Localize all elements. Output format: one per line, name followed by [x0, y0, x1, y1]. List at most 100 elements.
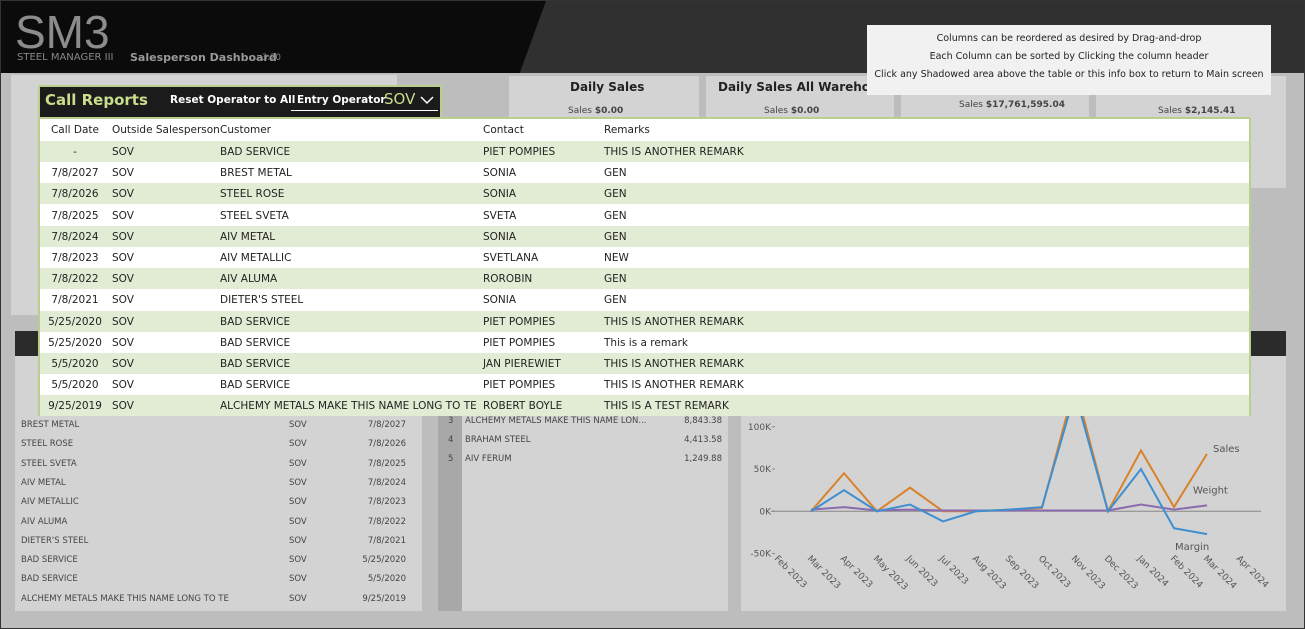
list-salesperson: SOV — [289, 574, 307, 585]
header-row[interactable]: Call Date Outside Salesperson Customer Cont… — [40, 119, 1249, 141]
x-tick-label: Aug 2023 — [970, 554, 1008, 592]
table-cell: SONIA — [483, 167, 517, 180]
table-cell: SOV — [112, 358, 134, 370]
card-title: Daily Sales All Warehouses — [718, 80, 902, 94]
table-cell: JAN PIEREWIET — [483, 358, 561, 370]
value: $0.00 — [790, 106, 820, 116]
logo: SM3 — [15, 6, 110, 58]
table-cell: GEN — [604, 230, 627, 243]
card-label: Sales $2,145.41 — [1158, 106, 1236, 116]
x-tick-label: Feb 2023 — [772, 554, 809, 591]
x-tick-label: Apr 2023 — [838, 554, 874, 590]
card-title: Daily Sales — [570, 80, 645, 94]
x-tick-label: Apr 2024 — [1234, 554, 1270, 590]
call-reports-table: Call Date Outside Salesperson Customer Cont… — [38, 117, 1251, 417]
table-row: - SOV BAD SERVICE PIET POMPIES THIS IS ANOTH… — [40, 141, 1249, 162]
y-tick-label: 100K — [748, 423, 772, 433]
value: $0.00 — [594, 106, 624, 116]
list-date: 7/8/2027 — [367, 420, 406, 430]
dropdown-underline — [291, 110, 438, 111]
table-cell: SVETLANA — [483, 252, 539, 264]
table-row: 9/25/2019 SOV ALCHEMY METALS MAKE THIS NAM… — [40, 395, 1249, 417]
list-customer: STEEL SVETA — [21, 458, 77, 469]
table-row: 5/5/2020 SOV BAD SERVICE JAN PIEREWIET THIS … — [40, 353, 1249, 374]
table-row: 7/8/2024 SOV AIV METAL SONIA GEN — [40, 225, 1249, 247]
table-cell: BAD SERVICE — [220, 315, 291, 328]
info-line: Click any Shadowed area above the table … — [874, 69, 1264, 80]
operator-label: Entry Operator — [297, 94, 386, 106]
table-cell: STEEL SVETA — [220, 209, 289, 222]
x-tick-label: Dec 2023 — [1102, 554, 1140, 592]
column-header: Remarks — [604, 124, 650, 136]
rank-column — [438, 411, 462, 611]
card-label: Sales $0.00 — [764, 106, 819, 116]
table-cell: GEN — [604, 294, 627, 307]
card-label: Sales $17,761,595.04 — [959, 100, 1065, 110]
table-cell: ROROBIN — [483, 273, 533, 286]
amount: 8,843.38 — [684, 416, 722, 426]
table-row: 7/8/2026 SOV STEEL ROSE SONIA GEN — [40, 183, 1249, 205]
list-salesperson: SOV — [289, 593, 307, 604]
table-cell: THIS IS ANOTHER REMARK — [604, 146, 744, 158]
popup-header — [38, 85, 442, 119]
list-salesperson: SOV — [289, 516, 307, 527]
table-cell: SOV — [112, 146, 134, 158]
table-cell: 7/8/2021 — [51, 294, 99, 307]
reset-button[interactable]: Reset Operator to All — [170, 94, 296, 106]
list-customer: BREST METAL — [21, 420, 80, 430]
table-cell: 5/5/2020 — [51, 358, 99, 370]
list-customer: BAD SERVICE — [21, 574, 78, 585]
info-line: Columns can be reordered as desired by D… — [936, 33, 1202, 44]
table-row: 7/8/2022 SOV AIV ALUMA ROROBIN GEN — [40, 268, 1249, 290]
table-cell: ROBERT BOYLE — [483, 400, 563, 413]
list-customer: BAD SERVICE — [21, 555, 78, 566]
series-label: Margin — [1175, 542, 1209, 553]
plot-area — [810, 393, 1208, 536]
table-row: 7/8/2025 SOV STEEL SVETA SVETA GEN — [40, 204, 1249, 226]
table-cell: NEW — [604, 252, 629, 264]
list-salesperson: SOV — [289, 439, 307, 450]
table-cell: SOV — [112, 252, 134, 264]
table-cell: BAD SERVICE — [220, 379, 291, 392]
label: Sales — [764, 106, 788, 116]
table-cell: 7/8/2024 — [51, 230, 99, 243]
series-label: Weight — [1193, 485, 1228, 496]
series-label: Sales — [1213, 444, 1240, 455]
dashboard-name: Salesperson Dashboard — [130, 51, 277, 64]
table-row: 5/25/2020 SOV BAD SERVICE PIET POMPIES This … — [40, 331, 1249, 353]
value: $17,761,595.04 — [985, 100, 1065, 110]
list-salesperson: SOV — [289, 497, 307, 508]
list-date: 9/25/2019 — [362, 593, 406, 604]
table-cell: DIETER'S STEEL — [220, 294, 304, 307]
card-label: Sales $0.00 — [568, 106, 623, 116]
table-cell: This is a remark — [604, 336, 688, 349]
table-cell: GEN — [604, 188, 627, 201]
list-date: 7/8/2021 — [367, 535, 406, 546]
table-cell: SOV — [112, 230, 134, 243]
dropdown-chevron[interactable] — [419, 94, 435, 106]
rank: 5 — [448, 454, 454, 464]
table-row: 7/8/2027 SOV BREST METAL SONIA GEN — [40, 162, 1249, 184]
table-cell: AIV ALUMA — [220, 273, 278, 286]
table-cell: THIS IS A TEST REMARK — [604, 400, 729, 413]
table-cell: SOV — [112, 273, 134, 286]
table-cell: 5/5/2020 — [51, 379, 99, 392]
operator-dropdown[interactable]: SOV — [384, 90, 416, 108]
table-cell: BAD SERVICE — [220, 336, 291, 349]
table-cell: 7/8/2027 — [51, 167, 99, 180]
table-cell: SOV — [112, 379, 134, 392]
amount: 4,413.58 — [684, 435, 722, 445]
table-cell: GEN — [604, 209, 627, 222]
list-salesperson: SOV — [289, 535, 307, 546]
info-box[interactable]: Columns can be reordered as desired by D… — [867, 25, 1271, 95]
y-tick-label: 50K — [754, 465, 772, 475]
table-cell: PIET POMPIES — [483, 336, 556, 349]
list-customer: AIV METALLIC — [21, 497, 79, 508]
table-cell: SOV — [112, 336, 134, 349]
info-line: Each Column can be sorted by Clicking th… — [929, 51, 1209, 62]
table-cell: THIS IS ANOTHER REMARK — [604, 379, 744, 392]
table-cell: 7/8/2022 — [51, 273, 99, 286]
list-date: 7/8/2026 — [367, 439, 406, 450]
list-date: 7/8/2024 — [367, 477, 406, 488]
list-salesperson: SOV — [289, 458, 307, 469]
